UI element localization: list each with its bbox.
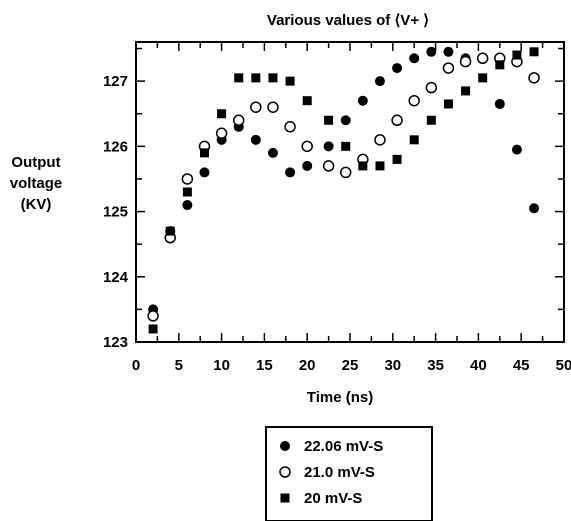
data-point: [181, 173, 194, 185]
data-point: [494, 98, 505, 109]
data-point: [302, 96, 312, 106]
data-point: [285, 167, 296, 178]
legend-label: 21.0 mV-S: [304, 464, 375, 481]
y-axis-label-line-1: Output: [11, 154, 60, 171]
y-axis-label-line-3: (KV): [21, 196, 52, 213]
data-point: [392, 154, 402, 164]
data-point: [285, 76, 295, 86]
series-2: [147, 52, 540, 322]
data-point: [268, 73, 278, 83]
chart-title: Various values of ⟨V+ ⟩: [267, 12, 429, 29]
legend-label: 22.06 mV-S: [304, 438, 383, 455]
data-point: [267, 147, 278, 158]
data-point: [358, 161, 368, 171]
data-point: [341, 141, 351, 151]
x-tick-label: 40: [470, 357, 487, 374]
data-point: [375, 161, 385, 171]
data-point: [301, 140, 313, 153]
data-point: [340, 115, 351, 126]
x-tick-label: 0: [132, 357, 140, 374]
legend-box: [265, 426, 433, 521]
legend-marker: [279, 466, 291, 478]
y-tick-label: 123: [103, 334, 128, 351]
data-point: [284, 121, 296, 133]
data-point: [461, 86, 471, 96]
data-point: [409, 135, 419, 145]
data-point: [199, 148, 209, 158]
data-point: [147, 310, 159, 322]
x-tick-label: 15: [256, 357, 273, 374]
data-point: [250, 134, 261, 145]
data-point: [425, 81, 438, 94]
data-point: [528, 72, 540, 84]
data-point: [476, 52, 489, 65]
y-axis-label-line-2: voltage: [10, 175, 63, 192]
data-point: [529, 203, 540, 214]
data-point: [512, 50, 522, 60]
data-point: [182, 200, 193, 211]
legend-label: 20 mV-S: [304, 490, 362, 507]
data-point: [215, 127, 228, 140]
data-point: [182, 187, 192, 197]
data-point: [392, 63, 403, 74]
y-tick-label: 126: [103, 138, 128, 155]
y-tick-label: 125: [103, 204, 128, 221]
x-tick-label: 25: [342, 357, 359, 374]
data-point: [324, 115, 334, 125]
data-point: [374, 76, 385, 87]
data-point: [374, 134, 386, 146]
data-point: [234, 73, 244, 83]
x-tick-label: 45: [513, 357, 530, 374]
data-point: [442, 62, 455, 74]
data-point: [409, 53, 420, 64]
data-point: [426, 115, 436, 125]
data-point: [459, 55, 472, 68]
data-point: [426, 46, 437, 57]
axis-ticks: 0 5 10 15 20 25 30 35 40 45 50 123 124 125 126 127: [103, 42, 571, 374]
data-point: [339, 166, 352, 179]
data-point: [302, 160, 313, 171]
data-point: [217, 109, 227, 119]
x-tick-label: 10: [213, 357, 230, 374]
x-tick-label: 5: [175, 357, 183, 374]
series-1: [148, 46, 540, 315]
data-point: [478, 73, 488, 83]
y-axis-label: Output voltage (KV): [10, 154, 63, 213]
data-point: [267, 101, 279, 113]
y-tick-label: 124: [103, 269, 129, 286]
data-point: [511, 144, 522, 155]
data-point: [232, 114, 245, 127]
legend: 22.06 mV-S 21.0 mV-S 20 mV-S: [265, 426, 433, 521]
x-tick-label: 50: [556, 357, 571, 374]
legend-marker: [280, 493, 290, 503]
data-point: [322, 160, 335, 172]
data-point: [495, 60, 505, 70]
legend-marker: [280, 441, 290, 451]
data-point: [148, 324, 158, 334]
data-point: [529, 47, 539, 57]
data-point: [251, 73, 261, 83]
data-point: [357, 95, 368, 106]
data-point: [323, 141, 334, 152]
y-tick-label: 127: [103, 73, 128, 90]
x-tick-label: 30: [384, 357, 401, 374]
plot-frame: [135, 41, 565, 343]
data-point: [199, 167, 210, 178]
data-point: [443, 46, 454, 57]
x-tick-label: 35: [427, 357, 444, 374]
series-3: [148, 47, 539, 334]
data-point: [443, 99, 453, 109]
data-point: [250, 101, 262, 113]
data-point: [408, 94, 420, 107]
data-point: [165, 226, 175, 236]
x-tick-label: 20: [299, 357, 316, 374]
data-points: [147, 46, 540, 334]
data-point: [391, 114, 403, 127]
x-axis-label: Time (ns): [307, 389, 373, 406]
